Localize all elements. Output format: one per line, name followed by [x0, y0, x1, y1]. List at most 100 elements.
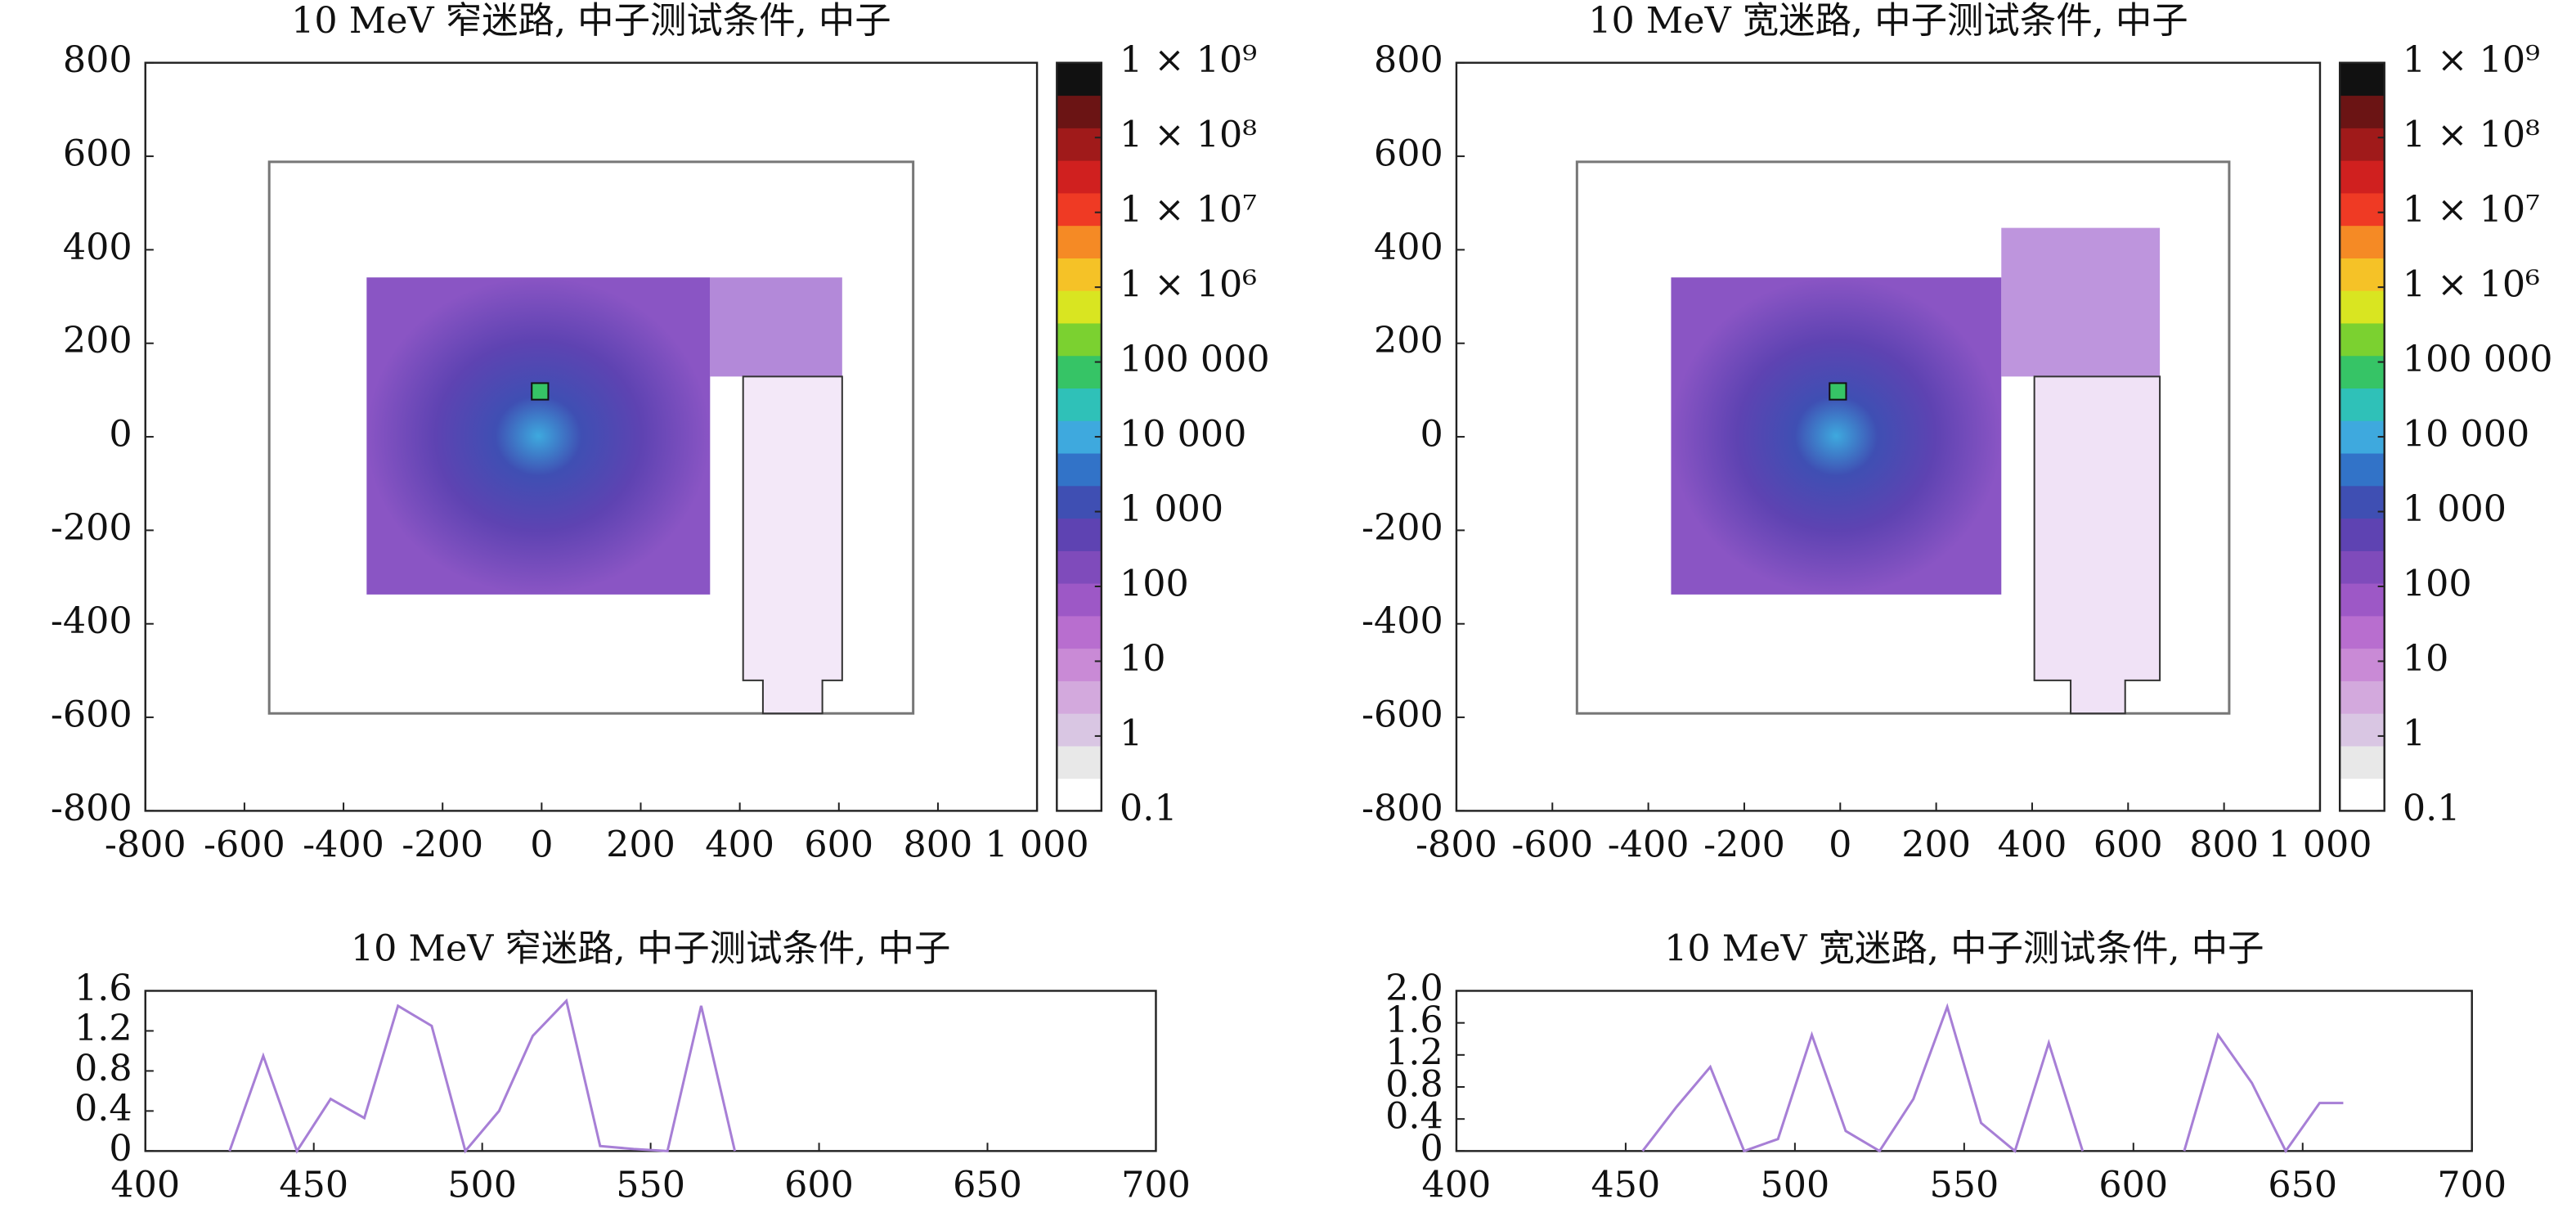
plot-frame	[144, 61, 1039, 812]
colorbar-band	[1057, 225, 1102, 258]
x-tick-label: -200	[1703, 824, 1785, 865]
colorbar-band	[2340, 778, 2385, 812]
dose-field-right	[1575, 160, 2231, 715]
colorbar-label: 100	[1120, 563, 1189, 604]
x-tick-label: 1 000	[2268, 824, 2372, 865]
x-tick-label: 600	[784, 1164, 854, 1206]
plot-frame	[144, 990, 1157, 1152]
x-tick-label: -600	[204, 824, 285, 865]
x-tick-label: 600	[804, 824, 873, 865]
colorbar-band	[2340, 452, 2385, 487]
x-tick-label: 700	[2437, 1164, 2506, 1206]
colorbar-label: 10	[1120, 638, 1166, 680]
y-tick-label: 0	[109, 1128, 132, 1170]
x-tick-label: -400	[1608, 824, 1690, 865]
chart-title: 10 MeV 宽迷路, 中子测试条件, 中子	[1588, 0, 2188, 42]
colorbar-band	[2340, 550, 2385, 584]
colorbar-label: 1 × 10⁹	[1120, 39, 1257, 81]
y-tick-label: -800	[51, 788, 132, 829]
y-tick-label: -400	[51, 600, 132, 642]
colorbar-label: 1 000	[1120, 488, 1223, 530]
colorbar-label: 0.1	[2403, 788, 2461, 829]
y-tick-label: 0	[1420, 414, 1443, 456]
chart-title: 10 MeV 窄迷路, 中子测试条件, 中子	[351, 928, 950, 970]
y-tick-label: 400	[63, 227, 132, 268]
colorbar-band	[2340, 713, 2385, 747]
x-tick-label: 550	[616, 1164, 685, 1206]
x-tick-label: 450	[1591, 1164, 1661, 1206]
colorbar-band	[1057, 648, 1102, 681]
colorbar-label: 1 × 10⁷	[1120, 189, 1257, 231]
colorbar-label: 10	[2403, 638, 2449, 680]
colorbar-band	[1057, 258, 1102, 291]
y-tick-label: 1.2	[74, 1008, 132, 1049]
y-tick-label: 1.6	[1385, 999, 1443, 1041]
colorbar-band	[2340, 615, 2385, 649]
colorbar-label: 1	[1120, 712, 1142, 754]
x-tick-label: 400	[1998, 824, 2067, 865]
colorbar-band	[1057, 452, 1102, 487]
colorbar-band	[1057, 95, 1102, 128]
y-tick-label: 400	[1374, 227, 1443, 268]
colorbar-band	[2340, 62, 2385, 97]
chart-title: 10 MeV 窄迷路, 中子测试条件, 中子	[291, 0, 891, 42]
x-tick-label: -200	[402, 824, 483, 865]
x-tick-label: 800	[2189, 824, 2259, 865]
y-tick-label: 800	[63, 39, 132, 81]
x-tick-label: 600	[2098, 1164, 2168, 1206]
y-tick-label: 1.2	[1385, 1031, 1443, 1073]
data-line	[1641, 1003, 2344, 1154]
colorbar-label: 0.1	[1120, 788, 1178, 829]
y-tick-label: 0.4	[1385, 1096, 1443, 1138]
colorbar-band	[1057, 518, 1102, 551]
y-tick-label: 0	[1420, 1128, 1443, 1170]
colorbar-band	[1057, 355, 1102, 389]
y-tick-label: 0	[109, 414, 132, 456]
colorbar-band	[2340, 128, 2385, 161]
colorbar-label: 100	[2403, 563, 2472, 604]
x-tick-label: 700	[1121, 1164, 1191, 1206]
colorbar-band	[1057, 62, 1102, 97]
colorbar-label: 1	[2403, 712, 2426, 754]
plot-frame	[1455, 990, 2473, 1152]
colorbar-label: 10 000	[1120, 414, 1246, 456]
colorbar-band	[1057, 388, 1102, 421]
colorbar-band	[2340, 355, 2385, 389]
y-tick-label: 200	[1374, 320, 1443, 362]
colorbar-band	[1057, 680, 1102, 714]
x-tick-label: 200	[606, 824, 675, 865]
colorbar-band	[2340, 745, 2385, 779]
colorbar-band	[1057, 128, 1102, 161]
y-tick-label: -200	[1362, 507, 1443, 549]
colorbar-label: 1 × 10⁸	[2403, 115, 2540, 156]
colorbar-band	[2340, 648, 2385, 681]
x-tick-label: 550	[1929, 1164, 1999, 1206]
y-tick-label: -400	[1362, 600, 1443, 642]
y-tick-label: -600	[1362, 694, 1443, 736]
colorbar-band	[1057, 322, 1102, 357]
colorbar-band	[1057, 713, 1102, 747]
colorbar-label: 10 000	[2403, 414, 2529, 456]
colorbar-band	[2340, 583, 2385, 617]
colorbar-band	[1057, 550, 1102, 584]
colorbar-label: 100 000	[2403, 339, 2553, 380]
colorbar-band	[1057, 290, 1102, 324]
x-tick-label: 500	[1760, 1164, 1829, 1206]
x-tick-label: 1 000	[985, 824, 1089, 865]
colorbar-label: 1 × 10⁶	[2403, 264, 2540, 306]
y-tick-label: 1.6	[74, 968, 132, 1009]
x-tick-label: -400	[303, 824, 384, 865]
y-tick-label: -200	[51, 507, 132, 549]
colorbar-band	[2340, 680, 2385, 714]
colorbar-band	[2340, 225, 2385, 258]
colorbar-label: 1 × 10⁶	[1120, 264, 1257, 306]
colorbar-label: 1 × 10⁸	[1120, 115, 1257, 156]
x-tick-label: 650	[2268, 1164, 2337, 1206]
x-tick-label: 500	[447, 1164, 517, 1206]
x-tick-label: 800	[904, 824, 973, 865]
colorbar-label: 1 × 10⁹	[2403, 39, 2540, 81]
colorbar-band	[2340, 258, 2385, 291]
dose-field-left	[267, 160, 915, 715]
x-tick-label: 450	[279, 1164, 348, 1206]
